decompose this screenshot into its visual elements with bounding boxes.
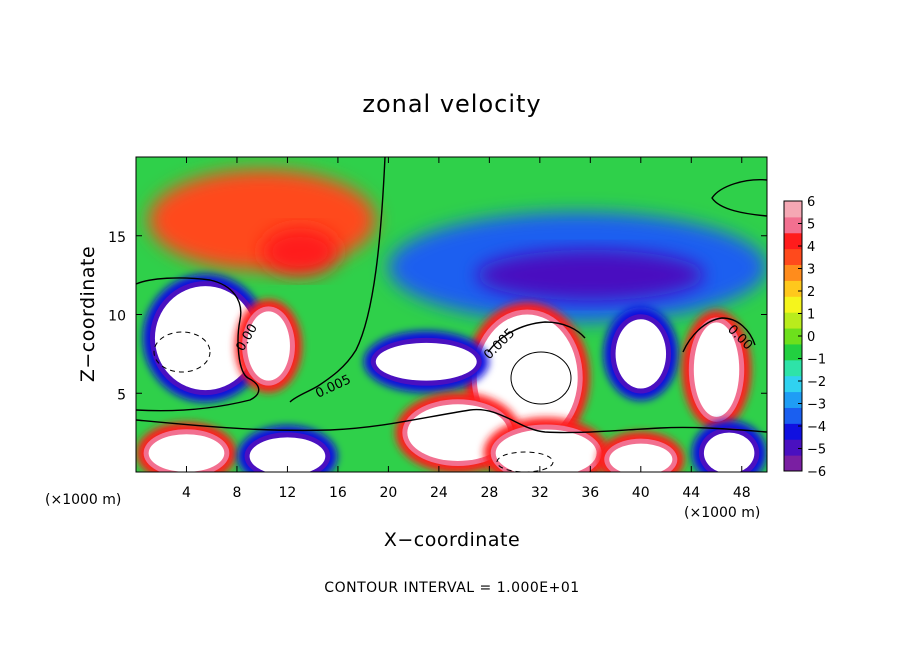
x-tick-label: 8 — [232, 485, 241, 501]
velocity-region — [148, 169, 376, 271]
zero-contour-line — [682, 317, 756, 353]
zero-contour-line — [487, 321, 586, 353]
x-tick-label: 24 — [430, 485, 448, 501]
colorbar-segment — [784, 248, 802, 266]
colorbar-tick-label: 3 — [807, 263, 815, 278]
x-tick-label: 32 — [531, 485, 549, 501]
x-tick-label: 28 — [480, 485, 498, 501]
colorbar-ticks: 6 5 4 3 2 1 0 −1 −2 −3 −4 −5 −6 — [798, 195, 826, 480]
positive-contour-line — [510, 351, 572, 405]
colorbar-segment — [784, 343, 802, 361]
y-tick-label: 5 — [117, 387, 126, 403]
vortex-core — [154, 286, 256, 391]
y-tick-label: 15 — [108, 230, 126, 246]
colorbar-tick-label: 1 — [807, 308, 815, 323]
x-tick-label: 40 — [632, 485, 650, 501]
x-tick-label: 20 — [379, 485, 397, 501]
contour-lines — [136, 157, 767, 472]
x-axis: 4 8 12 16 20 24 28 32 36 40 44 48 — [182, 157, 751, 501]
colorbar-segment — [784, 216, 802, 234]
colorbar-tick-label: 5 — [807, 218, 815, 233]
colorbar-segment — [784, 296, 802, 313]
x-tick-label: 48 — [733, 485, 751, 501]
colorbar-segment — [784, 280, 802, 297]
colorbar-segment — [784, 439, 802, 456]
colorbar-tick-label: −3 — [807, 398, 826, 413]
velocity-regions — [136, 169, 767, 472]
x-tick-label: 12 — [279, 485, 297, 501]
velocity-region — [476, 249, 704, 301]
vortex-core — [495, 429, 597, 472]
x-unit-left: (×1000 m) — [45, 492, 121, 508]
x-tick-label: 4 — [182, 485, 191, 501]
colorbar-segment — [784, 232, 802, 250]
x-tick-label: 36 — [581, 485, 599, 501]
colorbar-segment — [784, 375, 802, 393]
colorbar-segment — [784, 359, 802, 377]
colorbar-tick-label: −4 — [807, 420, 826, 435]
colorbar-tick-label: 0 — [807, 330, 815, 345]
colorbar-segment — [784, 201, 802, 218]
vortex-core — [148, 434, 225, 472]
colorbar-segment — [784, 328, 802, 345]
y-axis: 5 10 15 — [108, 230, 767, 403]
colorbar-tick-label: 4 — [807, 240, 815, 255]
y-axis-label: Z−coordinate — [77, 246, 99, 382]
colorbar-segment — [784, 391, 802, 408]
colorbar-segment — [784, 264, 802, 281]
zero-contour-line — [136, 408, 767, 434]
zero-contour-line — [711, 179, 767, 217]
colorbar — [783, 200, 803, 472]
colorbar-tick-label: −2 — [807, 375, 826, 390]
y-tick-label: 10 — [108, 309, 126, 325]
plot-area: 0.00 0.005 0.005 0.00 — [136, 157, 767, 472]
x-tick-label: 44 — [682, 485, 700, 501]
contour-interval-note: CONTOUR INTERVAL = 1.000E+01 — [324, 580, 579, 596]
zero-contour-line — [136, 277, 260, 412]
vortex-core — [609, 443, 673, 472]
x-tick-label: 16 — [329, 485, 347, 501]
velocity-region — [262, 227, 338, 276]
negative-contour-line — [153, 331, 211, 373]
vortex-core — [615, 319, 667, 389]
colorbar-segment — [784, 455, 802, 472]
vortex-core — [703, 432, 755, 472]
colorbar-tick-label: 2 — [807, 285, 815, 300]
colorbar-tick-label: −1 — [807, 353, 826, 368]
vortex-core — [407, 404, 509, 461]
colorbar-segment — [784, 423, 802, 440]
negative-contour-line — [496, 451, 554, 472]
x-unit-right: (×1000 m) — [684, 505, 760, 521]
x-axis-label: X−coordinate — [384, 529, 520, 551]
colorbar-tick-label: −6 — [807, 465, 826, 480]
colorbar-tick-label: 6 — [807, 195, 815, 210]
colorbar-segment — [784, 312, 802, 329]
zero-contour-line — [289, 157, 386, 403]
vortex-core — [693, 322, 740, 417]
colorbar-tick-label: −5 — [807, 443, 826, 458]
vortex-core — [375, 342, 477, 381]
vortex-core — [249, 437, 326, 472]
vortex-core — [247, 311, 290, 381]
chart-title: zonal velocity — [362, 90, 541, 118]
colorbar-segment — [784, 407, 802, 424]
